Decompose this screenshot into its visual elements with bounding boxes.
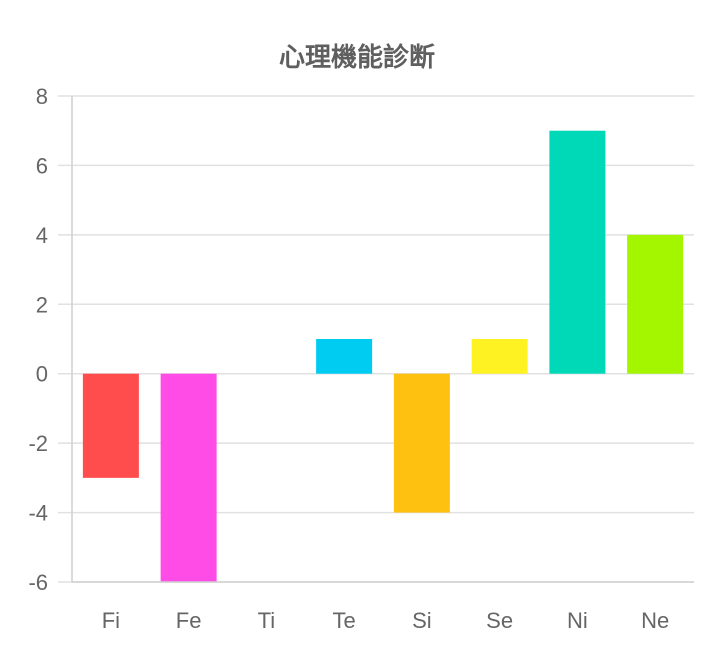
chart-title: 心理機能診断 bbox=[279, 42, 435, 73]
bar-fe bbox=[160, 373, 217, 582]
bar-ni bbox=[549, 130, 606, 374]
bar-se bbox=[471, 339, 528, 374]
bar-si bbox=[393, 373, 450, 513]
x-tick-label-fe: Fe bbox=[176, 608, 202, 633]
y-tick-label: 4 bbox=[36, 223, 48, 248]
x-tick-label-ni: Ni bbox=[567, 608, 588, 633]
y-tick-label: -4 bbox=[28, 501, 48, 526]
x-tick-label-ne: Ne bbox=[641, 608, 669, 633]
x-tick-label-si: Si bbox=[412, 608, 432, 633]
x-tick-label-ti: Ti bbox=[258, 608, 276, 633]
y-tick-label: 6 bbox=[36, 153, 48, 178]
y-tick-label: -6 bbox=[28, 570, 48, 595]
x-axis-ticks: Fi Fe Ti Te Si Se Ni Ne bbox=[102, 608, 669, 633]
y-axis-ticks: 8 6 4 2 0 -2 -4 -6 bbox=[28, 84, 48, 595]
x-tick-label-se: Se bbox=[486, 608, 513, 633]
bar-ne bbox=[627, 234, 684, 374]
y-tick-label: 8 bbox=[36, 84, 48, 109]
bar-te bbox=[316, 339, 373, 374]
y-tick-label: 0 bbox=[36, 362, 48, 387]
x-tick-label-te: Te bbox=[333, 608, 356, 633]
bar-fi bbox=[82, 373, 139, 478]
x-tick-label-fi: Fi bbox=[102, 608, 120, 633]
y-tick-label: -2 bbox=[28, 431, 48, 456]
y-tick-label: 2 bbox=[36, 292, 48, 317]
bars bbox=[82, 130, 684, 582]
